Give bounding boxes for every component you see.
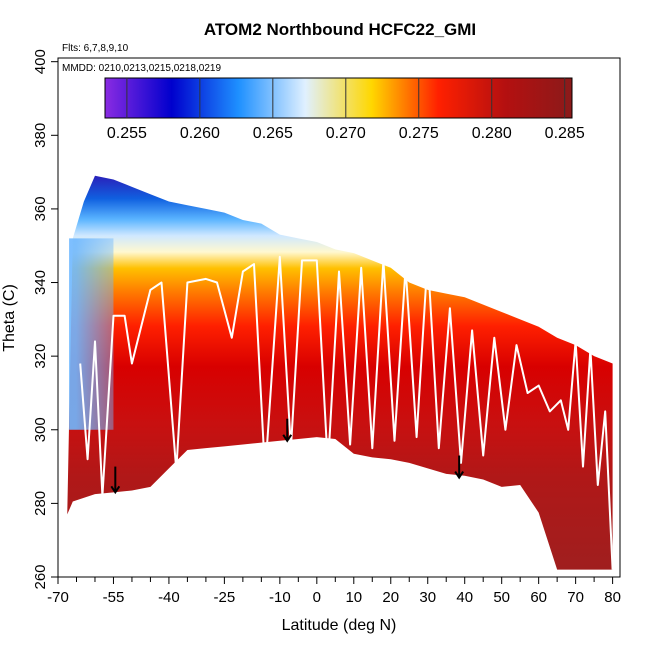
colorbar <box>104 77 573 119</box>
y-tick-label: 400 <box>32 49 49 74</box>
x-tick-label: 40 <box>456 589 473 606</box>
flight-track-line <box>79 255 614 570</box>
x-tick-label: 0 <box>313 589 321 606</box>
colorbar-tick-label: 0.280 <box>472 125 512 142</box>
arrow-head <box>110 485 121 495</box>
x-tick-label: 70 <box>567 589 584 606</box>
x-tick-label: 60 <box>530 589 547 606</box>
x-tick-label: 30 <box>419 589 436 606</box>
colorbar-ticks: 0.255 0.260 0.265 0.270 0.275 0.280 0.285 <box>107 78 585 142</box>
y-tick-label: 260 <box>32 564 49 589</box>
flights-subtitle: Flts: 6,7,8,9,10 <box>62 43 129 54</box>
chart-title: ATOM2 Northbound HCFC22_GMI <box>204 20 476 39</box>
x-tick-label: 80 <box>604 589 621 606</box>
colorbar-tick-label: 0.255 <box>107 125 147 142</box>
southern-edge-tint <box>69 238 114 430</box>
x-axis: -70 -55 -40 -25 -10 0 10 20 30 40 50 60 70 80 <box>47 577 621 606</box>
colorbar-tick-label: 0.265 <box>253 125 293 142</box>
arrow-head <box>282 434 293 443</box>
profile-arrows <box>110 418 464 495</box>
x-tick-label: 10 <box>345 589 362 606</box>
x-tick-label: -40 <box>158 589 180 606</box>
y-tick-label: 300 <box>32 417 49 442</box>
y-tick-label: 280 <box>32 491 49 516</box>
arrow-head <box>454 471 464 480</box>
plot-frame <box>57 57 621 578</box>
x-tick-label: -70 <box>47 589 69 606</box>
colorbar-tick-label: 0.285 <box>545 125 585 142</box>
y-tick-label: 360 <box>32 196 49 221</box>
y-tick-label: 340 <box>32 270 49 295</box>
y-axis-label: Theta (C) <box>1 284 18 352</box>
dates-subtitle: MMDD: 0210,0213,0215,0218,0219 <box>62 63 221 74</box>
y-tick-label: 380 <box>32 123 49 148</box>
x-tick-label: 50 <box>493 589 510 606</box>
x-tick-label: -25 <box>214 589 236 606</box>
colorbar-tick-label: 0.275 <box>399 125 439 142</box>
x-tick-label: -10 <box>269 589 291 606</box>
x-tick-label: -55 <box>103 589 125 606</box>
x-axis-label: Latitude (deg N) <box>282 617 397 634</box>
hcfc22-field-area <box>67 175 613 570</box>
x-tick-label: 20 <box>382 589 399 606</box>
y-tick-label: 320 <box>32 344 49 369</box>
colorbar-tick-label: 0.260 <box>180 125 220 142</box>
colorbar-tick-label: 0.270 <box>326 125 366 142</box>
y-axis: 260 280 300 320 340 360 380 400 <box>32 49 58 590</box>
